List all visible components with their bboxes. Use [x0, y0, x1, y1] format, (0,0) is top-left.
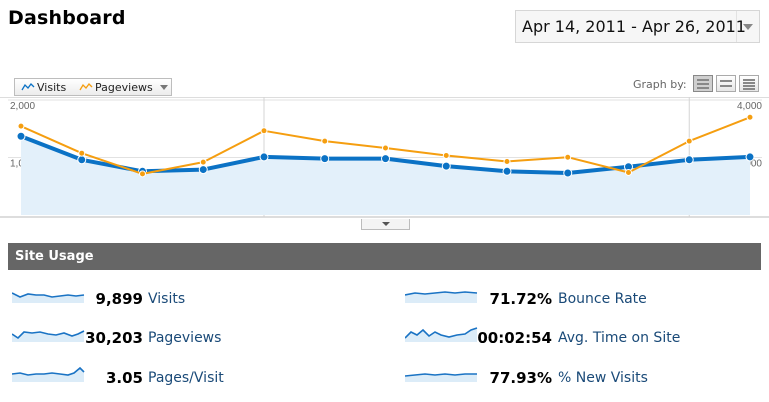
graph-by-label: Graph by:: [633, 78, 687, 91]
stat-value: 30,203: [85, 329, 143, 347]
chevron-down-icon[interactable]: [736, 11, 759, 42]
y-tick-label-left: 2,000: [10, 101, 35, 112]
visits-point: [259, 152, 269, 162]
stat-bounce-rate[interactable]: 71.72% Bounce Rate: [0, 287, 769, 309]
stat-avg-time-on-site[interactable]: 00:02:54 Avg. Time on Site: [0, 326, 769, 348]
stat-value: 9,899: [95, 290, 143, 308]
pageviews-point: [503, 158, 511, 166]
stat-value: 3.05: [105, 369, 143, 387]
pageviews-point: [625, 168, 632, 176]
sparkline-area: [405, 292, 477, 303]
sparkline-line: [12, 330, 85, 340]
metric-picker[interactable]: Visits Pageviews: [14, 78, 172, 96]
visits-point: [563, 168, 573, 178]
sparkline-area: [12, 368, 84, 382]
visits-point: [198, 165, 208, 175]
visits-point: [684, 155, 694, 165]
line-chart-icon: [21, 83, 35, 91]
graph-by-month-button[interactable]: [739, 75, 759, 92]
pageviews-point: [78, 149, 86, 157]
stat-label-link[interactable]: Pageviews: [148, 330, 222, 346]
stat-visits[interactable]: 9,899 Visits: [0, 287, 769, 309]
pageviews-point: [382, 144, 389, 152]
stat-value: 00:02:54: [477, 329, 552, 347]
sparkline: [12, 366, 85, 382]
chevron-down-icon[interactable]: [160, 85, 168, 90]
pageviews-point: [139, 170, 146, 178]
pageviews-point: [442, 151, 450, 159]
sparkline-line: [405, 327, 478, 339]
chart-collapse-handle[interactable]: [361, 219, 410, 230]
visits-area: [21, 136, 750, 215]
sparkline: [405, 373, 477, 382]
pageviews-point: [746, 113, 754, 121]
visits-point: [502, 166, 512, 176]
sparkline-line: [405, 291, 478, 296]
sparkline: [405, 327, 478, 342]
sparkline: [12, 330, 85, 342]
date-range-label: Apr 14, 2011 - Apr 26, 2011: [522, 17, 746, 36]
pageviews-point: [260, 127, 268, 135]
line-chart-icon: [79, 83, 93, 91]
visits-point: [745, 152, 755, 162]
page-title: Dashboard: [8, 7, 126, 29]
pageviews-point: [199, 158, 207, 166]
site-usage-header: Site Usage: [8, 243, 761, 270]
stat-value: 77.93%: [489, 369, 552, 387]
stat-label-link[interactable]: Bounce Rate: [558, 291, 647, 307]
visits-point: [320, 154, 330, 164]
sparkline-line: [12, 292, 85, 298]
sparkline-area: [405, 374, 477, 382]
stat-label-link[interactable]: Visits: [148, 291, 186, 307]
sparkline-line: [12, 366, 85, 376]
stat-value: 71.72%: [489, 290, 552, 308]
stat-pages-visit[interactable]: 3.05 Pages/Visit: [0, 366, 769, 388]
y-tick-label-right: 4,000: [737, 101, 762, 112]
pageviews-point: [321, 137, 329, 145]
sparkline: [405, 291, 478, 303]
visits-point: [381, 154, 390, 164]
pageviews-point: [685, 137, 693, 145]
metric-secondary-label: Pageviews: [95, 81, 153, 94]
sparkline: [12, 292, 85, 303]
stat-new-visits[interactable]: 77.93% % New Visits: [0, 366, 769, 388]
visits-point: [441, 161, 451, 171]
date-range-picker[interactable]: Apr 14, 2011 - Apr 26, 2011: [515, 10, 760, 43]
metric-primary-label: Visits: [37, 81, 67, 94]
stat-pageviews[interactable]: 30,203 Pageviews: [0, 326, 769, 348]
graph-by-week-button[interactable]: [716, 75, 736, 92]
graph-by-day-button[interactable]: [693, 75, 713, 92]
visits-point: [16, 131, 26, 141]
stat-label-link[interactable]: Avg. Time on Site: [558, 330, 681, 346]
stat-label-link[interactable]: Pages/Visit: [148, 370, 224, 386]
sparkline-line: [405, 373, 477, 377]
pageviews-point: [17, 122, 25, 130]
pageviews-point: [564, 153, 572, 161]
visits-point: [77, 155, 87, 165]
stat-label-link[interactable]: % New Visits: [558, 370, 648, 386]
